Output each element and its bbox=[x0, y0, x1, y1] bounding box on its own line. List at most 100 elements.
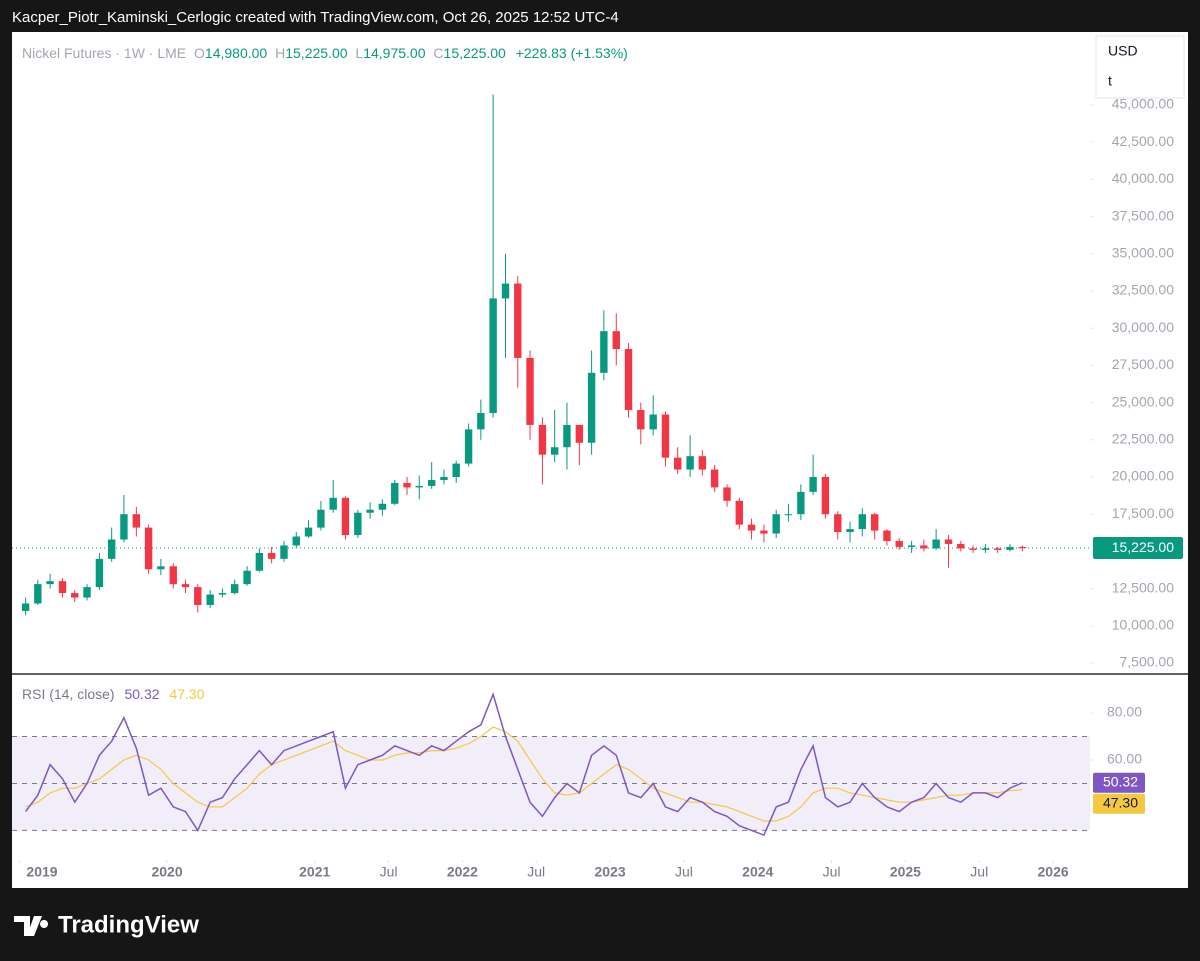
candle-body bbox=[575, 424, 584, 443]
candle-body bbox=[144, 527, 153, 570]
candle-body bbox=[821, 477, 830, 515]
x-tick-label: Jul bbox=[527, 864, 545, 880]
y-tick-label: 35,000.00 bbox=[1112, 245, 1174, 261]
y-tick-label: 12,500.00 bbox=[1112, 579, 1174, 595]
y-tick-label: 60.00 bbox=[1107, 751, 1142, 767]
candle-body bbox=[674, 457, 682, 470]
x-tick-label: 2026 bbox=[1038, 864, 1069, 880]
brand-logo bbox=[14, 916, 49, 936]
candle-body bbox=[883, 530, 891, 541]
candle-body bbox=[440, 477, 448, 480]
ohlc-key: O bbox=[194, 45, 205, 61]
candle-body bbox=[723, 487, 731, 501]
candle-body bbox=[710, 469, 719, 488]
rsi-title: RSI (14, close) bbox=[22, 686, 115, 702]
candle-body bbox=[649, 414, 657, 430]
candle-body bbox=[366, 509, 374, 513]
candle-body bbox=[563, 424, 571, 448]
candle-body bbox=[526, 357, 534, 425]
x-tick-label: 2022 bbox=[447, 864, 478, 880]
x-tick-label: 2019 bbox=[26, 864, 57, 880]
candle-body bbox=[34, 584, 42, 604]
candle-body bbox=[21, 603, 30, 611]
candle-body bbox=[95, 558, 104, 588]
rsi-legend: RSI (14, close) 50.32 47.30 bbox=[22, 686, 205, 702]
change: +228.83 (+1.53%) bbox=[516, 45, 628, 61]
x-tick-label: 2020 bbox=[151, 864, 182, 880]
candle-body bbox=[194, 587, 202, 605]
candle-body bbox=[120, 514, 128, 540]
x-tick-label: 2021 bbox=[299, 864, 330, 880]
candle-body bbox=[809, 477, 817, 492]
ohlc-value: 14,980.00 bbox=[205, 45, 267, 61]
candle-body bbox=[920, 545, 928, 549]
candle-body bbox=[797, 491, 805, 515]
candle-body bbox=[132, 514, 141, 528]
y-tick-label: 37,500.00 bbox=[1112, 207, 1174, 223]
rsi-value: 50.32 bbox=[124, 686, 159, 702]
candle-body bbox=[858, 514, 866, 530]
y-tick-label: 45,000.00 bbox=[1112, 96, 1174, 112]
x-tick-label: 2023 bbox=[594, 864, 625, 880]
candle-body bbox=[772, 514, 780, 534]
candle-body bbox=[981, 548, 990, 550]
candle-body bbox=[464, 429, 473, 464]
candle-body bbox=[944, 539, 953, 544]
ohlc-value: 14,975.00 bbox=[363, 45, 425, 61]
last-price-label: 15,225.00 bbox=[1112, 539, 1174, 555]
candle-body bbox=[846, 529, 854, 533]
candle-body bbox=[58, 581, 67, 594]
y-tick-label: 7,500.00 bbox=[1120, 654, 1175, 670]
candle-body bbox=[834, 514, 842, 533]
x-tick-label: Jul bbox=[970, 864, 988, 880]
candle-body bbox=[46, 581, 54, 585]
ohlc-key: H bbox=[275, 45, 285, 61]
y-tick-label: 40,000.00 bbox=[1112, 170, 1174, 186]
candle-body bbox=[501, 283, 510, 299]
candle-body bbox=[280, 545, 288, 559]
candle-body bbox=[907, 545, 916, 547]
currency: USD bbox=[1108, 43, 1138, 59]
candle-body bbox=[391, 482, 399, 504]
scale-box: USD t bbox=[1095, 35, 1185, 99]
y-tick-label: 20,000.00 bbox=[1112, 468, 1174, 484]
rsi-badge-label: 50.32 bbox=[1103, 773, 1138, 789]
candle-body bbox=[83, 587, 91, 598]
candle-body bbox=[181, 584, 190, 588]
candle-body bbox=[686, 456, 694, 470]
chart-background bbox=[12, 32, 1188, 888]
y-tick-label: 10,000.00 bbox=[1112, 617, 1174, 633]
candle-body bbox=[1018, 546, 1027, 549]
candle-body bbox=[304, 527, 313, 537]
candle-body bbox=[624, 349, 633, 411]
x-tick-label: 2024 bbox=[742, 864, 773, 880]
candle-body bbox=[157, 566, 165, 570]
candle-body bbox=[354, 512, 362, 536]
candle-body bbox=[538, 424, 547, 455]
candle-body bbox=[415, 485, 423, 488]
y-tick-label: 80.00 bbox=[1107, 704, 1142, 720]
candle-body bbox=[71, 593, 79, 598]
y-tick-label: 27,500.00 bbox=[1112, 356, 1174, 372]
y-tick-label: 22,500.00 bbox=[1112, 431, 1174, 447]
candle-body bbox=[514, 283, 522, 358]
candle-body bbox=[341, 497, 350, 536]
ohlc-value: 15,225.00 bbox=[285, 45, 347, 61]
scale-box-frame bbox=[1095, 35, 1185, 99]
ohlc-value: 15,225.00 bbox=[444, 45, 506, 61]
candle-body bbox=[477, 413, 485, 430]
candle-body bbox=[169, 566, 177, 585]
candle-body bbox=[747, 524, 756, 531]
candle-body bbox=[1006, 546, 1014, 550]
candle-body bbox=[452, 463, 460, 478]
candle-body bbox=[661, 414, 670, 458]
price-legend: Nickel Futures · 1W · LME O14,980.00 H15… bbox=[22, 45, 628, 61]
candle-body bbox=[243, 570, 251, 585]
brand-name: TradingView bbox=[58, 911, 199, 938]
x-tick-label: Jul bbox=[823, 864, 841, 880]
rsi-ma-value: 47.30 bbox=[169, 686, 204, 702]
x-tick-label: Jul bbox=[380, 864, 398, 880]
rsi-line bbox=[24, 692, 1023, 837]
candle-body bbox=[760, 530, 768, 534]
candle-body bbox=[994, 548, 1002, 550]
